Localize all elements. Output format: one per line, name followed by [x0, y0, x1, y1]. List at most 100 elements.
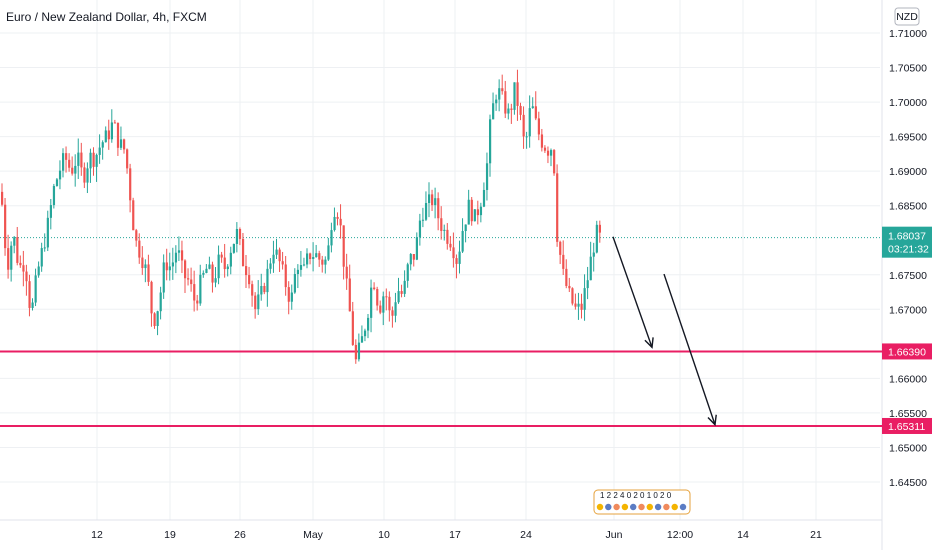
candle-body [257, 294, 260, 310]
level-price-tag [882, 417, 932, 434]
event-marker[interactable] [621, 503, 629, 511]
candle-body [241, 238, 245, 267]
candle-body [434, 198, 437, 206]
candle-body [428, 194, 431, 204]
candle-body [595, 224, 598, 253]
price-tick-label: 1.67000 [889, 304, 927, 316]
candle-body [324, 259, 327, 265]
candle-body [592, 252, 595, 257]
candle-body [177, 250, 181, 253]
candle-body [357, 342, 361, 360]
candle-body [272, 254, 275, 264]
candle-body [299, 265, 303, 270]
candle-body [168, 266, 171, 271]
candle-body [479, 206, 483, 216]
candle-body [461, 231, 464, 252]
candle-body [498, 88, 501, 100]
candle-body [22, 265, 25, 272]
candle-body [586, 280, 589, 289]
candle-body [455, 258, 458, 264]
candle-body [577, 303, 580, 307]
candle-body [92, 152, 95, 167]
event-marker[interactable] [654, 503, 662, 511]
event-marker[interactable] [613, 503, 620, 511]
price-tick-label: 1.68500 [889, 201, 927, 213]
arrow-annotations [612, 236, 717, 427]
candle-body [34, 275, 37, 303]
price-tick-label: 1.64500 [889, 477, 927, 489]
event-marker[interactable] [638, 503, 645, 511]
candle-body [49, 205, 52, 218]
candle-body [421, 219, 425, 221]
candle-body [449, 243, 452, 248]
time-tick-label: 10 [378, 529, 390, 541]
candle-body [235, 228, 239, 244]
candle-body [501, 88, 504, 92]
candle-body [141, 257, 144, 269]
candle-body [543, 147, 547, 151]
event-marker[interactable] [596, 503, 604, 511]
candle-body [391, 310, 394, 316]
candle-body [302, 264, 306, 266]
event-marker[interactable] [630, 503, 637, 511]
candle-body [550, 150, 553, 156]
event-marker[interactable] [605, 503, 612, 511]
currency-badge-label: NZD [896, 11, 918, 23]
currency-badge[interactable] [894, 7, 920, 26]
candle-body [546, 150, 550, 156]
candle-body [394, 302, 397, 316]
event-marker[interactable] [679, 503, 687, 511]
horizontal-levels [0, 350, 882, 427]
candle-body [339, 218, 342, 226]
candle-body [25, 271, 28, 282]
candle-body [342, 225, 345, 267]
time-tick-label: 21 [810, 529, 822, 541]
candle-body [132, 200, 135, 231]
current-price-value: 1.68037 [888, 231, 926, 243]
candle-body [345, 266, 348, 279]
candle-body [19, 262, 22, 266]
candle-body [110, 122, 113, 140]
candle-body [556, 173, 559, 242]
candle-body [156, 311, 159, 327]
candle-body [412, 254, 415, 260]
time-tick-label: 14 [737, 529, 749, 541]
candle-body [83, 167, 86, 183]
candle-body [159, 292, 162, 312]
candle-body [583, 288, 586, 310]
candle-body [318, 253, 321, 260]
candle-body [336, 216, 339, 219]
candle-body [202, 272, 205, 275]
candle-body [144, 264, 147, 269]
candle-body [266, 268, 269, 293]
arrow-line [612, 236, 653, 348]
event-marker[interactable] [671, 503, 678, 511]
candle-body [510, 108, 513, 110]
event-marker[interactable] [646, 503, 653, 511]
arrow-head [644, 337, 654, 349]
candle-body [574, 303, 577, 307]
candle-body [116, 122, 120, 148]
time-tick-label: Jun [606, 529, 623, 541]
candle-body [162, 262, 165, 293]
candle-body [98, 147, 101, 155]
candle-body [7, 248, 10, 270]
candle-body [58, 170, 62, 180]
candle-body [507, 108, 510, 114]
time-tick-label: 24 [520, 529, 532, 541]
candle-body [495, 99, 498, 104]
candle-body [165, 262, 168, 271]
candle-body [95, 154, 98, 167]
candle-body [415, 237, 418, 260]
price-tick-label: 1.67500 [889, 270, 927, 282]
candle-body [251, 284, 254, 296]
event-marker[interactable] [663, 503, 670, 511]
candle-body [516, 82, 519, 106]
candle-body [13, 237, 16, 246]
candle-body [113, 122, 117, 124]
candle-body [440, 218, 443, 231]
candle-body [220, 254, 223, 258]
